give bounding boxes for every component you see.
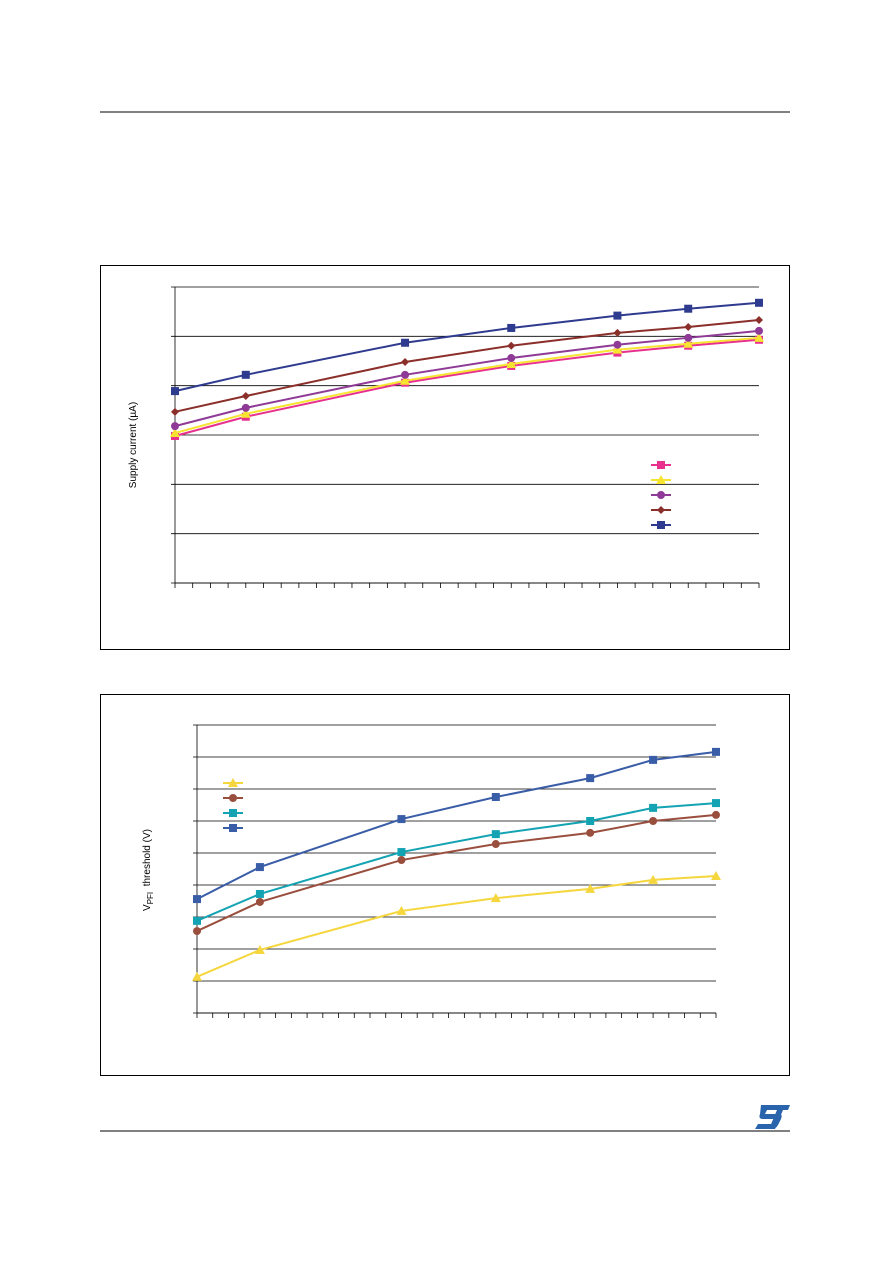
marker (648, 874, 659, 884)
y-axis-label: Supply current (µA) (128, 402, 139, 488)
marker (613, 328, 622, 337)
marker (241, 403, 250, 412)
marker (507, 354, 516, 363)
marker (241, 392, 250, 401)
legend (223, 778, 243, 832)
marker (657, 491, 665, 499)
marker (586, 817, 595, 825)
y-axis-label: VPFI threshold (V) (142, 829, 155, 911)
marker (754, 332, 764, 342)
chart-frame (100, 694, 790, 1076)
marker (401, 370, 410, 379)
marker (170, 428, 180, 438)
marker (491, 840, 500, 849)
marker (507, 341, 516, 350)
marker (171, 407, 179, 416)
logo-t (769, 1105, 790, 1129)
marker (649, 803, 658, 812)
marker (711, 871, 721, 881)
marker (657, 461, 665, 469)
marker (193, 916, 201, 925)
marker (400, 375, 411, 385)
y-label-sub: PFI (146, 892, 155, 904)
marker (171, 387, 179, 396)
marker (401, 357, 410, 366)
marker (507, 323, 516, 332)
marker (585, 883, 596, 893)
marker (586, 828, 595, 837)
marker (657, 521, 665, 529)
marker (229, 794, 237, 802)
marker (612, 344, 623, 354)
marker (397, 848, 406, 857)
marker (613, 311, 622, 320)
marker (491, 830, 500, 839)
marker (491, 793, 500, 801)
marker (241, 370, 250, 379)
marker (171, 422, 179, 431)
marker (506, 358, 517, 368)
marker (229, 809, 237, 817)
marker (656, 475, 666, 484)
marker (240, 408, 251, 418)
marker (649, 817, 658, 825)
marker (192, 971, 202, 981)
marker (684, 322, 693, 331)
marker (755, 326, 763, 335)
marker (490, 893, 501, 903)
series-line (196, 750, 717, 900)
marker (254, 944, 265, 954)
marker (255, 897, 264, 906)
marker (396, 905, 407, 915)
chart-frame (100, 265, 790, 650)
marker (255, 863, 264, 872)
marker (683, 338, 694, 348)
marker (649, 755, 658, 764)
marker (684, 333, 693, 342)
marker (712, 747, 720, 756)
marker (397, 815, 406, 824)
y-label-main: V (142, 904, 153, 911)
marker (657, 506, 665, 514)
logo-s (755, 1105, 789, 1129)
marker (586, 774, 595, 783)
marker (228, 778, 238, 787)
marker (613, 340, 622, 349)
marker (755, 316, 763, 325)
marker (684, 304, 693, 313)
series-line (174, 338, 760, 437)
y-label-rest: threshold (V) (142, 829, 153, 892)
marker (193, 895, 201, 904)
marker (712, 810, 720, 819)
series-line (196, 813, 717, 932)
st-logo (755, 1105, 790, 1129)
marker (255, 889, 264, 898)
marker (712, 799, 720, 808)
marker (193, 927, 201, 936)
marker (397, 856, 406, 865)
legend (651, 461, 671, 529)
series-line (196, 875, 717, 978)
marker (755, 298, 763, 307)
marker (401, 338, 410, 347)
marker (229, 824, 237, 832)
